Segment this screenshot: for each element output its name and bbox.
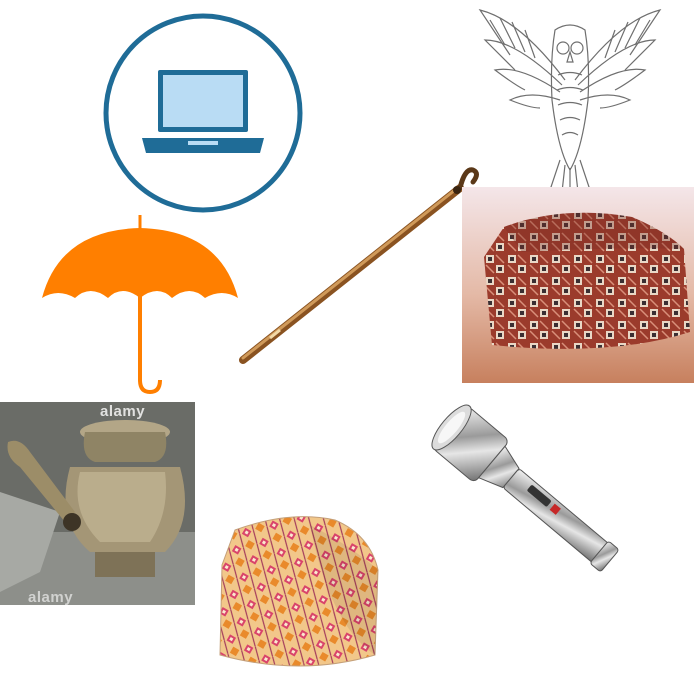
- watermark-bottom: alamy: [28, 589, 73, 605]
- watermark-top: alamy: [100, 403, 145, 420]
- patterned-cap-small-photo: [210, 505, 385, 680]
- owl-drawing: [478, 9, 662, 195]
- walking-cane: [239, 167, 479, 364]
- patterned-cap-photo: [462, 187, 694, 383]
- flashlight-photo: [431, 404, 619, 572]
- laptop-circle-icon: [103, 13, 303, 213]
- umbrella-icon: [42, 215, 238, 395]
- brass-kettle-photo: alamy alamy: [0, 402, 195, 605]
